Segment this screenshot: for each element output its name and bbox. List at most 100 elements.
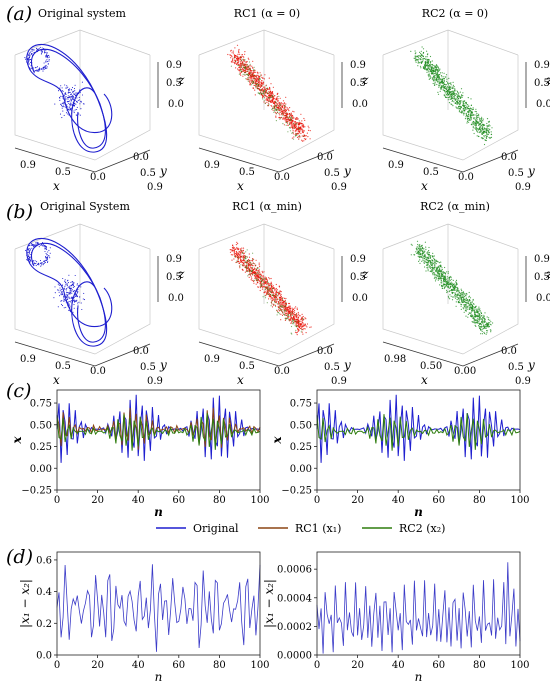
scatter-point [487,326,489,328]
scatter-point [278,291,280,293]
scatter-point [275,105,278,107]
scatter-point [253,84,255,86]
scatter-point [270,289,272,291]
z-axis-label: z [361,267,369,281]
scatter-point [433,73,436,75]
scatter-point [468,312,470,314]
scatter-point [476,318,479,320]
scatter-point [302,318,304,320]
scatter-point [295,124,297,126]
scatter-point [272,95,274,97]
scatter-point [256,74,258,76]
attractor-point [48,54,50,56]
scatter-point [278,95,280,97]
scatter-point [468,307,470,309]
scatter-point [244,67,246,69]
scatter-point [483,327,485,329]
axes3d-axis-line [198,341,335,367]
attractor-point [74,84,76,86]
scatter-point [470,115,472,117]
z-tick-label: 0.0 [352,99,368,110]
scatter-point [261,82,263,84]
scatter-point [256,84,258,86]
scatter-point [273,287,275,289]
scatter-point [483,128,485,130]
scatter-point [452,87,454,90]
attractor-point [42,70,44,72]
scatter-point [490,321,492,323]
scatter-point [270,101,272,103]
scatter-point [265,278,267,280]
y-tick-label: 0.0 [133,346,149,357]
scatter-point [436,260,438,263]
scatter-point [448,287,450,289]
scatter-point [488,322,490,324]
scatter-point [481,137,483,139]
scatter-point [239,62,241,64]
attractor-point [32,54,34,56]
scatter-point [473,121,475,123]
scatter-point [447,271,449,273]
scatter-point [281,118,284,120]
scatter-point [428,60,430,62]
scatter-point [482,118,484,120]
scatter-point [465,304,467,306]
scatter-point [280,117,282,119]
scatter-point [268,293,270,295]
scatter-point [486,122,488,125]
y-tick-label: 0.0004 [277,593,312,604]
attractor-point [75,103,77,105]
scatter-point [284,311,286,313]
attractor-point [36,49,38,52]
scatter-point [288,120,290,122]
scatter-point [418,251,420,253]
scatter-point [449,94,451,96]
scatter-point [302,123,304,125]
scatter-point [483,127,485,129]
scatter-point [285,319,287,321]
scatter-point [420,58,422,60]
attractor-point [73,99,76,101]
scatter-point [288,311,290,313]
scatter-point [242,252,244,254]
scatter-point [435,278,437,280]
scatter-point [275,113,277,115]
scatter-point [443,272,445,274]
scatter-point [434,262,437,264]
scatter-point [273,95,275,97]
series-line-diff [56,564,261,652]
scatter-point [448,88,450,91]
scatter-point [443,94,446,96]
scatter-point [487,319,489,321]
scatter-point [276,294,279,296]
scatter-point [251,271,253,273]
scatter-point [437,279,439,281]
z-tick-label: 0.0 [168,293,184,304]
scatter-point [466,302,468,305]
scatter-point [435,263,437,265]
scatter-point [479,316,481,319]
scatter-point [253,69,255,72]
scatter-point [242,259,244,261]
scatter-point [288,119,290,121]
scatter-point [427,61,429,64]
scatter-point [249,84,251,86]
scatter-point [250,75,252,77]
scatter-point [282,304,284,306]
scatter-point [481,125,483,127]
scatter-point [253,71,255,73]
scatter-point [289,306,291,308]
scatter-point [235,253,238,255]
scatter-point [259,271,261,273]
scatter-point [459,301,461,304]
attractor-point [73,97,75,99]
attractor-point [71,281,73,283]
scatter-point [296,308,298,311]
attractor-point [68,107,70,109]
scatter-point [460,298,462,300]
scatter-point [264,295,266,297]
scatter-point [431,60,433,62]
scatter-point [296,334,298,336]
attractor-point [67,108,69,110]
attractor-point [72,93,74,95]
